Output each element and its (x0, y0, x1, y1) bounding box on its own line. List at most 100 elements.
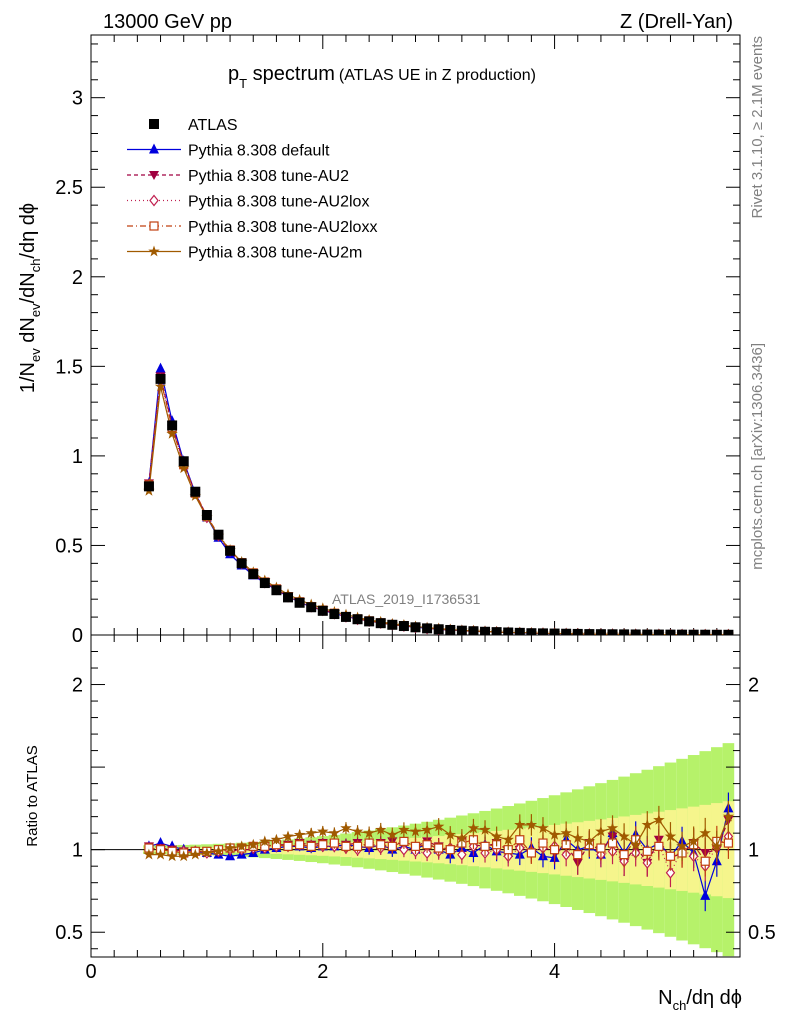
y-tick-label-ratio: 1 (72, 840, 83, 862)
data-point (480, 626, 491, 635)
ratio-point (212, 845, 225, 857)
legend-marker (149, 194, 159, 207)
legend-marker (149, 171, 159, 180)
ratio-point (583, 835, 595, 847)
ratio-point (665, 851, 676, 861)
ratio-point (364, 838, 374, 848)
data-point (167, 420, 178, 431)
ratio-point (490, 830, 503, 842)
data-point (190, 486, 201, 497)
data-point (584, 629, 595, 635)
ratio-point (467, 822, 480, 834)
ylabel-d: ev (28, 303, 43, 317)
legend-marker (149, 143, 159, 154)
ratio-point (723, 838, 734, 848)
axis-tick-labels: 0 2 400.511.522.530.5 0.51 12 2 (55, 88, 776, 983)
data-point (398, 621, 409, 632)
ratio-point (699, 827, 711, 838)
data-point (561, 628, 572, 635)
ratio-point (305, 827, 317, 838)
ratio-point (664, 830, 677, 842)
legend-label: Pythia 8.308 default (188, 143, 330, 160)
data-point (248, 569, 259, 580)
data-point (340, 611, 351, 622)
data-point (468, 626, 479, 635)
data-point (572, 628, 583, 635)
data-point (155, 373, 166, 384)
data-point (630, 629, 641, 635)
ratio-point (687, 835, 700, 847)
ratio-point (166, 850, 178, 862)
y-tick-label-ratio-right: 1 (748, 840, 759, 862)
ratio-point (456, 832, 468, 843)
ratio-point (514, 818, 526, 830)
data-point (653, 629, 664, 635)
ratio-point (341, 841, 351, 851)
ratio-point (399, 843, 409, 856)
data-point (410, 622, 421, 633)
title-rest: spectrum (247, 63, 335, 85)
data-point (143, 481, 154, 492)
y-tick-label-ratio-right: 2 (748, 675, 759, 697)
ratio-point (363, 827, 375, 838)
data-point (549, 628, 560, 635)
x-tick-label: 2 (317, 961, 328, 983)
ratio-point (480, 841, 490, 851)
main-point (178, 462, 190, 474)
ratio-point (259, 835, 271, 847)
y-tick-label-main: 1 (72, 446, 83, 468)
data-point (294, 597, 305, 608)
ratio-point (596, 843, 606, 853)
ratio-point (340, 822, 352, 834)
data-point (537, 628, 548, 635)
analysis-watermark: ATLAS_2019_I1736531 (332, 591, 481, 607)
main-point (155, 362, 166, 373)
y-tick-label-ratio: 0.5 (55, 922, 83, 944)
legend-marker (149, 119, 159, 129)
ratio-point (270, 833, 283, 845)
ratio-point (247, 838, 259, 850)
data-point (723, 629, 734, 635)
ratio-point (295, 840, 305, 850)
data-point (225, 545, 236, 556)
main-point (166, 427, 178, 439)
main-point (154, 380, 167, 392)
data-point (665, 629, 676, 635)
ratio-point (143, 848, 155, 860)
legend: ATLAS Pythia 8.308 default Pythia 8.308 tu… (127, 117, 377, 262)
ratio-point (421, 823, 433, 835)
data-point (422, 623, 433, 634)
ratio-point (538, 838, 548, 848)
ratio-point (328, 827, 341, 838)
series-ratio-line (148, 836, 729, 875)
title-p: p (228, 63, 239, 85)
ratio-point (711, 840, 723, 852)
ratio-point (318, 840, 328, 850)
y-tick-label-main: 0 (72, 625, 83, 647)
rivet-label: Rivet 3.1.10, ≥ 2.1M events (749, 36, 766, 219)
ratio-point (434, 843, 444, 853)
ratio-point (329, 838, 339, 848)
ratio-point (595, 825, 607, 837)
ratio-point (526, 848, 536, 858)
ratio-point (224, 842, 236, 853)
ratio-point (376, 840, 386, 850)
ratio-point (306, 841, 316, 851)
ratio-point (572, 832, 584, 843)
y-axis-label-ratio: Ratio to ATLAS (24, 745, 41, 846)
ratio-point (398, 823, 410, 835)
data-point (306, 602, 317, 613)
ratio-point (525, 818, 538, 830)
ylabel-a: 1/N (17, 362, 39, 393)
ratio-point (479, 823, 491, 835)
ratio-point (399, 836, 409, 847)
ratio-point (386, 828, 398, 840)
ratio-point (282, 830, 294, 842)
ratio-point (665, 866, 676, 879)
title-note: (ATLAS UE in Z production) (339, 67, 536, 84)
legend-label: Pythia 8.308 tune-AU2 (188, 168, 349, 185)
data-point (503, 627, 514, 635)
data-point (688, 629, 699, 635)
ratio-point (445, 845, 455, 855)
chart-title: pT spectrum (ATLAS UE in Z production) (228, 63, 536, 91)
